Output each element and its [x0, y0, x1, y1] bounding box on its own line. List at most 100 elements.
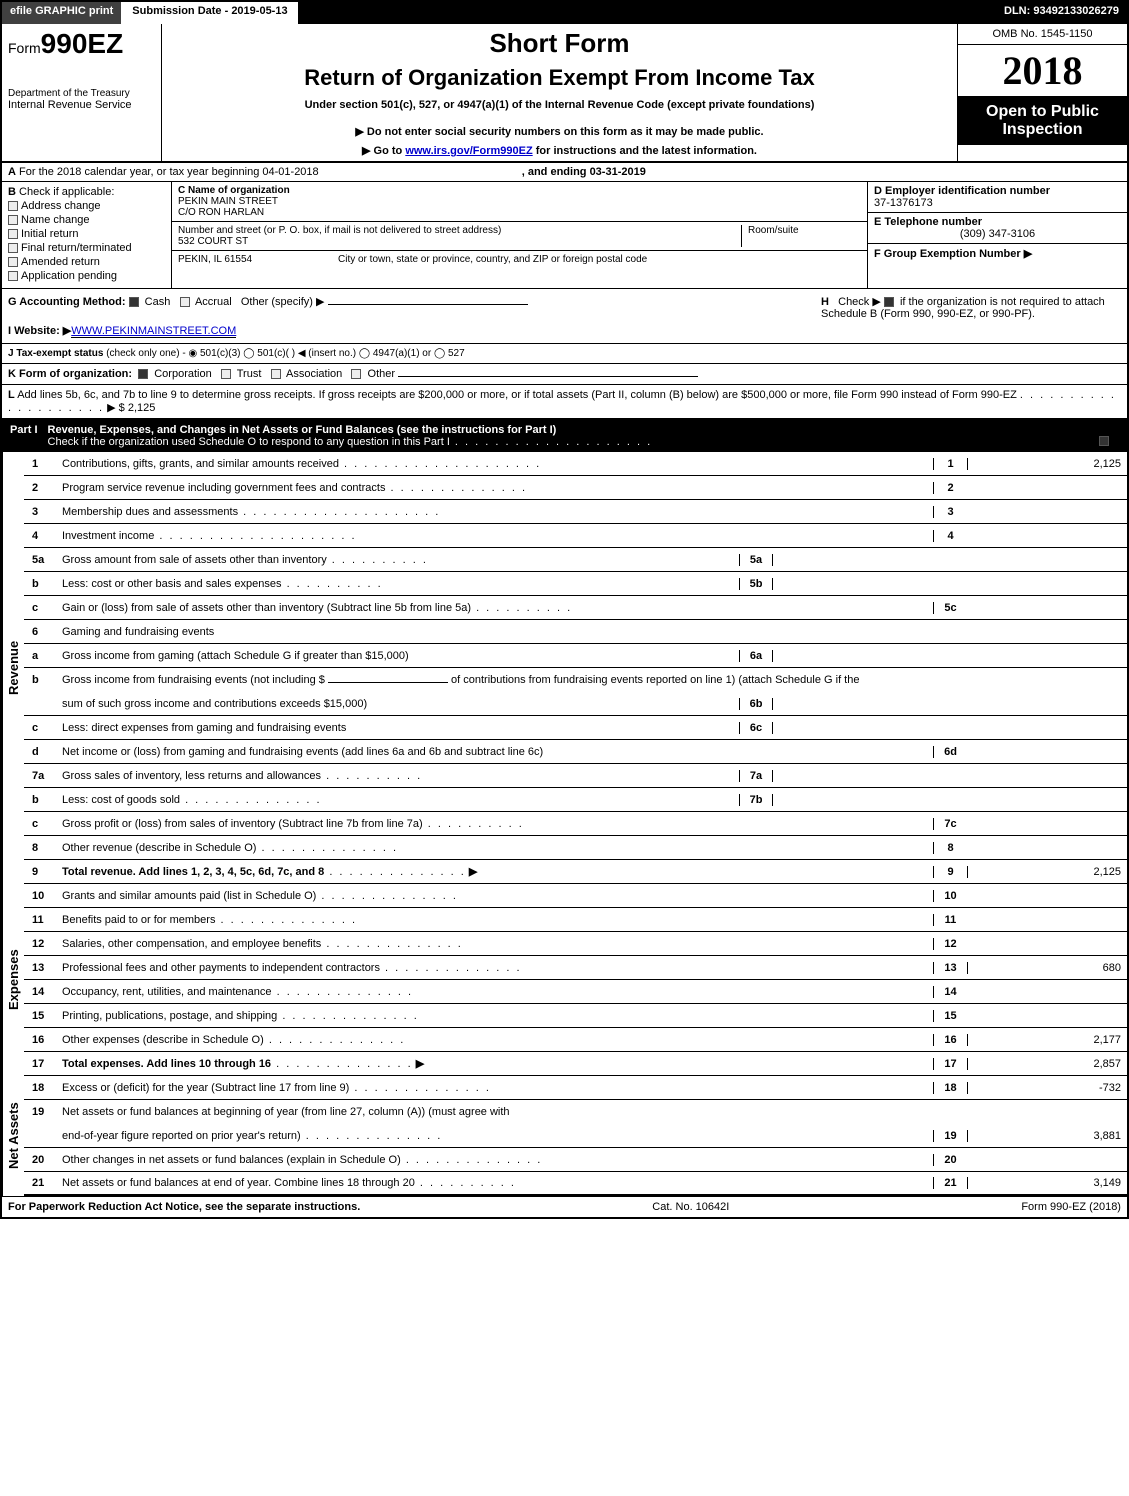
line-desc: Gross amount from sale of assets other t…: [58, 551, 739, 569]
k-other-input[interactable]: [398, 376, 698, 377]
line-num: d: [24, 746, 58, 758]
line-5c-desc-text: Gain or (loss) from sale of assets other…: [62, 602, 471, 614]
h-check: Check ▶: [838, 296, 881, 308]
dots-icon: [321, 770, 422, 782]
line-num: 10: [24, 890, 58, 902]
line-18-value: -732: [967, 1082, 1127, 1094]
form-number: Form990EZ: [8, 28, 155, 60]
line-12-desc-text: Salaries, other compensation, and employ…: [62, 938, 321, 950]
line-num: 5a: [24, 554, 58, 566]
line-rnum: 9: [933, 866, 967, 878]
checkbox-icon: [8, 243, 18, 253]
column-h: H Check ▶ if the organization is not req…: [821, 295, 1121, 337]
line-7b: bLess: cost of goods sold7b: [24, 788, 1127, 812]
checkbox-part1-icon[interactable]: [1099, 436, 1109, 446]
revenue-side-label: Revenue: [2, 452, 24, 884]
line-4-desc-text: Investment income: [62, 530, 154, 542]
checkbox-other-icon[interactable]: [351, 369, 361, 379]
line-6b-2: sum of such gross income and contributio…: [24, 692, 1127, 716]
line-9-value: 2,125: [967, 866, 1127, 878]
line-desc: Total expenses. Add lines 10 through 16 …: [58, 1054, 933, 1073]
line-rnum: 2: [933, 482, 967, 494]
goto-suffix: for instructions and the latest informat…: [533, 145, 757, 157]
checkbox-final-return[interactable]: Final return/terminated: [8, 242, 165, 254]
dots-icon: [271, 1058, 413, 1070]
line-rnum: 13: [933, 962, 967, 974]
line-num: c: [24, 818, 58, 830]
line-desc: Investment income: [58, 527, 933, 545]
other-specify-input[interactable]: [328, 304, 528, 305]
checkbox-amended-return[interactable]: Amended return: [8, 256, 165, 268]
dots-icon: [215, 914, 357, 926]
line-5b-desc-text: Less: cost or other basis and sales expe…: [62, 578, 282, 590]
line-rnum: 18: [933, 1082, 967, 1094]
line-rnum: 1: [933, 458, 967, 470]
checkbox-cash-icon[interactable]: [129, 297, 139, 307]
line-rnum: 8: [933, 842, 967, 854]
line-mnum: 7b: [739, 794, 773, 806]
line-num: 11: [24, 914, 58, 926]
line-17-value: 2,857: [967, 1058, 1127, 1070]
line-7c-desc-text: Gross profit or (loss) from sales of inv…: [62, 818, 423, 830]
goto-prefix: ▶ Go to: [362, 145, 405, 157]
line-3-desc-text: Membership dues and assessments: [62, 506, 238, 518]
dots-icon: [380, 962, 522, 974]
line-desc: Net assets or fund balances at end of ye…: [58, 1174, 933, 1192]
line-desc: Occupancy, rent, utilities, and maintena…: [58, 983, 933, 1001]
part1-title: Revenue, Expenses, and Changes in Net As…: [48, 424, 557, 436]
dots-icon: [316, 890, 458, 902]
checkbox-accrual-icon[interactable]: [180, 297, 190, 307]
checkbox-corp-icon[interactable]: [138, 369, 148, 379]
line-rnum: 19: [933, 1130, 967, 1142]
assoc-label: Association: [286, 368, 342, 380]
line-7c: c Gross profit or (loss) from sales of in…: [24, 812, 1127, 836]
irs-link[interactable]: www.irs.gov/Form990EZ: [405, 145, 532, 157]
line-desc: Gross profit or (loss) from sales of inv…: [58, 815, 933, 833]
checkbox-initial-return[interactable]: Initial return: [8, 228, 165, 240]
line-19-2: end-of-year figure reported on prior yea…: [24, 1124, 1127, 1148]
phone-value: (309) 347-3106: [874, 228, 1121, 240]
row-a-text: For the 2018 calendar year, or tax year …: [19, 166, 319, 178]
checkbox-application-pending[interactable]: Application pending: [8, 270, 165, 282]
dots-icon: [272, 986, 414, 998]
line-num: 12: [24, 938, 58, 950]
efile-print-button[interactable]: efile GRAPHIC print: [2, 2, 122, 24]
line-desc: Net assets or fund balances at beginning…: [58, 1103, 933, 1121]
line-desc: Net income or (loss) from gaming and fun…: [58, 743, 933, 761]
line-desc: Contributions, gifts, grants, and simila…: [58, 455, 933, 473]
line-8: 8Other revenue (describe in Schedule O)8: [24, 836, 1127, 860]
form-990ez-label: 990EZ: [41, 28, 124, 59]
line-18: 18Excess or (deficit) for the year (Subt…: [24, 1076, 1127, 1100]
checkbox-icon: [8, 201, 18, 211]
line-rnum: 4: [933, 530, 967, 542]
website-link[interactable]: WWW.PEKINMAINSTREET.COM: [71, 325, 236, 338]
dots-icon: [450, 436, 652, 448]
page-footer: For Paperwork Reduction Act Notice, see …: [2, 1196, 1127, 1217]
return-org-title: Return of Organization Exempt From Incom…: [166, 65, 953, 91]
column-g: G Accounting Method: Cash Accrual Other …: [8, 295, 821, 337]
arrow-icon: ▶: [416, 1058, 424, 1070]
line-2-desc-text: Program service revenue including govern…: [62, 482, 385, 494]
footer-form-ref: Form 990-EZ (2018): [1021, 1201, 1121, 1213]
net-assets-side-label: Net Assets: [2, 1076, 24, 1196]
checkbox-h-icon[interactable]: [884, 297, 894, 307]
checkbox-name-change[interactable]: Name change: [8, 214, 165, 226]
line-16-value: 2,177: [967, 1034, 1127, 1046]
checkbox-address-change[interactable]: Address change: [8, 200, 165, 212]
checkbox-trust-icon[interactable]: [221, 369, 231, 379]
amended-return-label: Amended return: [21, 256, 100, 268]
line-6b-desc2: of contributions from fundraising events…: [448, 674, 860, 686]
checkbox-assoc-icon[interactable]: [271, 369, 281, 379]
line-6b-input[interactable]: [328, 682, 448, 683]
revenue-lines: 1Contributions, gifts, grants, and simil…: [24, 452, 1127, 884]
expenses-section: Expenses 10Grants and similar amounts pa…: [2, 884, 1127, 1076]
line-3: 3Membership dues and assessments3: [24, 500, 1127, 524]
line-num: 17: [24, 1058, 58, 1070]
c-label: C Name of organization: [178, 185, 290, 196]
line-desc: Other changes in net assets or fund bala…: [58, 1151, 933, 1169]
dots-icon: [339, 458, 541, 470]
line-6a: aGross income from gaming (attach Schedu…: [24, 644, 1127, 668]
line-rnum: 16: [933, 1034, 967, 1046]
name-change-label: Name change: [21, 214, 90, 226]
line-20-desc-text: Other changes in net assets or fund bala…: [62, 1154, 401, 1166]
